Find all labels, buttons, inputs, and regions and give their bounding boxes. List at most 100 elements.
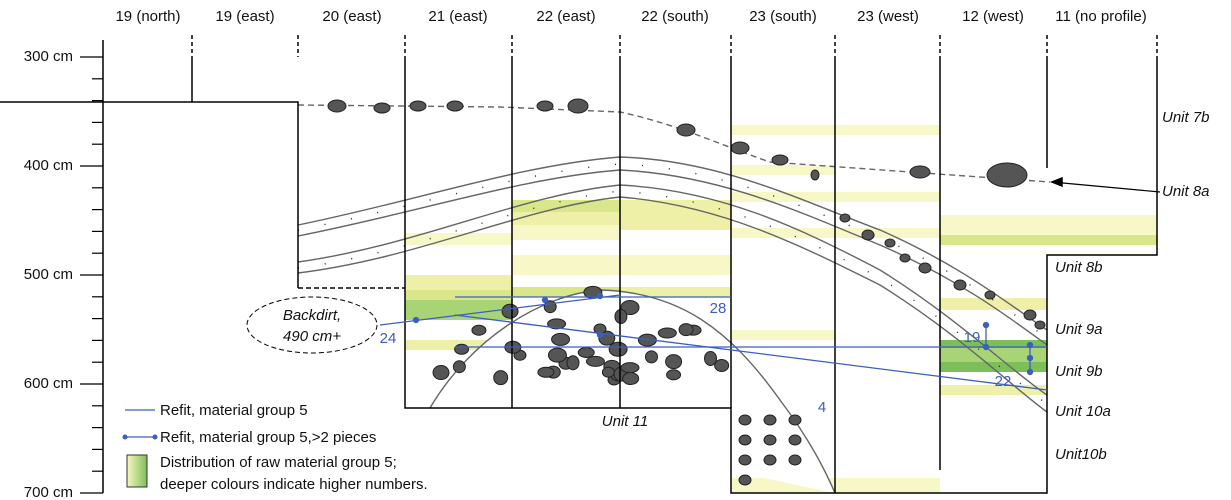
stone (885, 239, 895, 247)
stone (502, 304, 518, 318)
legend: Refit, material group 5 Refit, material … (123, 402, 428, 493)
distribution-band (1047, 235, 1157, 245)
stone (658, 328, 676, 338)
distribution-band (940, 215, 1047, 235)
stone (987, 163, 1027, 187)
stone (615, 309, 627, 323)
stone (677, 124, 695, 136)
unit-label: Unit10b (1055, 446, 1107, 463)
stone (739, 455, 751, 465)
stone (1024, 310, 1036, 320)
stone (472, 325, 486, 335)
stone (985, 291, 995, 299)
distribution-band (835, 125, 940, 135)
unit-label: Unit 8b (1055, 259, 1103, 276)
unit-label: Unit 10a (1055, 403, 1111, 420)
stone (954, 280, 966, 290)
depth-labels: 300 cm 400 cm 500 cm 600 cm 700 cm (24, 48, 73, 500)
refit-label: 28 (710, 300, 727, 317)
depth-ticks (80, 57, 103, 493)
stone (739, 415, 751, 425)
legend-text: Refit, material group 5 (160, 402, 308, 419)
distribution-band (731, 165, 835, 175)
refit-label: 19 (964, 329, 981, 346)
depth-label: 500 cm (24, 266, 73, 283)
distribution-band (835, 192, 940, 202)
stone (862, 230, 874, 240)
column-header: 22 (south) (641, 8, 709, 25)
stone (919, 263, 931, 273)
distribution-band (405, 290, 512, 300)
stone (811, 170, 819, 180)
refit-label: 4 (818, 399, 826, 416)
stone (494, 371, 508, 385)
distribution-band (940, 385, 1047, 395)
column-header: 23 (south) (749, 8, 817, 25)
stone (715, 360, 729, 372)
stone (453, 361, 465, 373)
distribution-band (940, 235, 1047, 245)
unit-label: Unit 9a (1055, 321, 1103, 338)
distribution-band (405, 275, 512, 290)
stone (433, 366, 449, 380)
unit-label: Unit 8a (1162, 183, 1210, 200)
depth-label: 600 cm (24, 375, 73, 392)
legend-text: Distribution of raw material group 5; (160, 454, 397, 471)
stone (666, 355, 682, 369)
depth-label: 300 cm (24, 48, 73, 65)
column-header: 12 (west) (962, 8, 1024, 25)
stone (537, 101, 553, 111)
stone (739, 435, 751, 445)
distribution-band (940, 298, 1047, 310)
column-header: 19 (north) (115, 8, 180, 25)
distribution-band (731, 125, 835, 135)
depth-label: 700 cm (24, 484, 73, 500)
stone (621, 363, 639, 373)
backdirt-label: Backdirt, (283, 307, 341, 324)
column-header: 21 (east) (428, 8, 487, 25)
column-header: 23 (west) (857, 8, 919, 25)
stone (764, 435, 776, 445)
stone (410, 101, 426, 111)
stone (623, 373, 639, 385)
stone (374, 103, 390, 113)
stone (447, 101, 463, 111)
distribution-band (835, 478, 940, 493)
stone (1035, 321, 1045, 329)
stone (328, 100, 346, 112)
distribution-band (1047, 215, 1157, 235)
depth-label: 400 cm (24, 157, 73, 174)
stone (586, 356, 604, 366)
stone (609, 342, 627, 356)
legend-text: deeper colours indicate higher numbers. (160, 476, 428, 493)
distribution-band (512, 255, 620, 275)
stone (602, 367, 614, 377)
stone (568, 99, 588, 113)
stone (900, 254, 910, 262)
column-header: 19 (east) (215, 8, 274, 25)
stone (679, 324, 693, 336)
distribution-band (731, 330, 835, 340)
column-header: 11 (no profile) (1055, 8, 1146, 25)
legend-text: Refit, material group 5,>2 pieces (160, 429, 376, 446)
backdirt-label: 490 cm+ (283, 328, 341, 345)
column-headers: 19 (north)19 (east)20 (east)21 (east)22 … (115, 8, 1146, 25)
column-header: 22 (east) (536, 8, 595, 25)
stone (567, 356, 579, 370)
refit-label: 24 (380, 330, 397, 347)
stone (552, 333, 570, 345)
stone (764, 455, 776, 465)
distribution-band (620, 255, 731, 275)
stone (772, 155, 788, 165)
unit-label: Unit 11 (602, 413, 648, 430)
stone (731, 142, 749, 154)
profile-diagram: Backdirt, 490 cm+ 28 24 4 19 22 Unit 7b … (0, 0, 1231, 500)
stone (739, 475, 751, 485)
refit-label: 22 (995, 373, 1012, 390)
unit-label: Unit 7b (1162, 109, 1210, 126)
distribution-band (512, 225, 620, 240)
distribution-band (731, 228, 835, 238)
stone (840, 214, 850, 222)
stone (667, 370, 681, 380)
stone (538, 367, 554, 377)
